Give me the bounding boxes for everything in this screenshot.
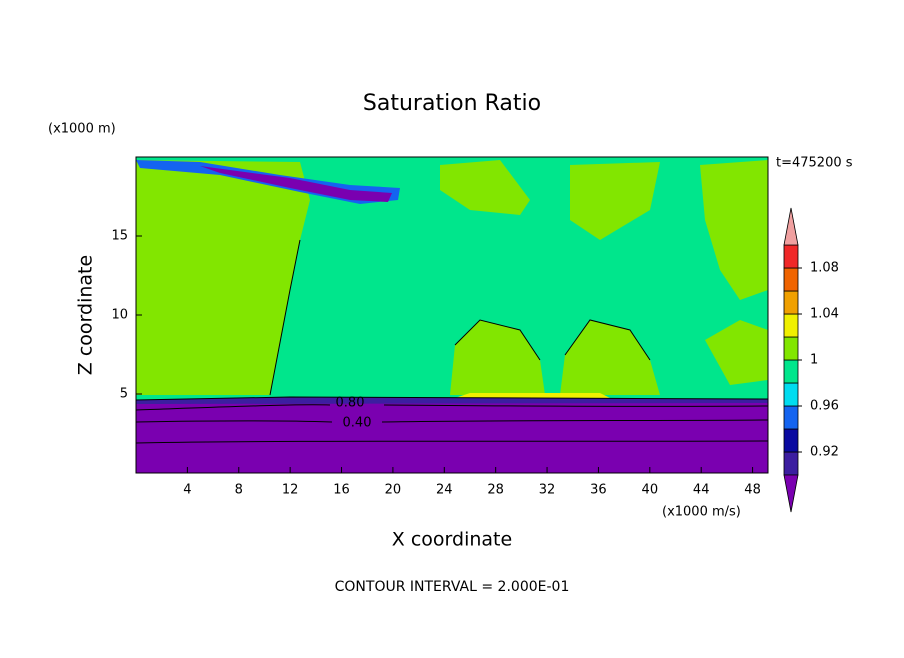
x-tick-label: 48 (744, 483, 761, 498)
contour-field (135, 156, 769, 474)
colorbar-box (783, 290, 799, 315)
field-region (560, 320, 660, 395)
x-tick-label: 16 (333, 483, 350, 498)
colorbar-box (783, 359, 799, 384)
colorbar-tick-label: 1.04 (810, 307, 839, 322)
x-tick-label: 20 (385, 483, 402, 498)
colorbar-box (783, 336, 799, 361)
footer: CONTOUR INTERVAL = 2.000E-01 (335, 579, 570, 595)
field-region (700, 160, 768, 300)
field-region (136, 160, 310, 395)
x-tick-label: 44 (693, 483, 710, 498)
colorbar-box (783, 382, 799, 407)
x-tick-label: 24 (436, 483, 453, 498)
colorbar-tick-label: 0.92 (810, 445, 839, 460)
contour-lines (135, 239, 769, 444)
field-region (440, 160, 530, 215)
colorbar-box (783, 267, 799, 292)
colorbar-tick-label: 1 (810, 353, 818, 368)
y-tick-label: 15 (111, 229, 128, 244)
x-tick-label: 12 (282, 483, 299, 498)
colorbar-arrow-high (783, 207, 799, 246)
y-axis-label: Z coordinate (75, 255, 97, 375)
x-axis-label: X coordinate (392, 529, 512, 551)
y-tick-label: 10 (111, 308, 128, 323)
colorbar-tick-label: 0.96 (810, 399, 839, 414)
field-region (450, 320, 545, 395)
field-region (455, 393, 610, 398)
x-tick-label: 32 (539, 483, 556, 498)
field-region (136, 397, 768, 473)
field-region (570, 162, 660, 240)
y-tick-label: 5 (120, 387, 128, 402)
colorbar-box (783, 451, 799, 476)
colorbar-box (783, 405, 799, 430)
colorbar-box (783, 313, 799, 338)
contour-label: 0.80 (336, 396, 365, 411)
x-tick-label: 8 (235, 483, 243, 498)
time-label: t=475200 s (776, 156, 853, 171)
y-unit: (x1000 m) (48, 122, 116, 137)
x-tick-label: 28 (487, 483, 504, 498)
colorbar-box (783, 244, 799, 269)
field-region (200, 166, 392, 202)
x-tick-label: 4 (183, 483, 191, 498)
colorbar-arrow-low (783, 474, 799, 513)
x-unit: (x1000 m/s) (662, 505, 741, 520)
contour-label: 0.40 (343, 416, 372, 431)
x-tick-label: 40 (642, 483, 659, 498)
chart-title: Saturation Ratio (363, 91, 541, 116)
x-tick-label: 36 (590, 483, 607, 498)
field-region (705, 320, 768, 385)
colorbar-box (783, 428, 799, 453)
colorbar-tick-label: 1.08 (810, 261, 839, 276)
